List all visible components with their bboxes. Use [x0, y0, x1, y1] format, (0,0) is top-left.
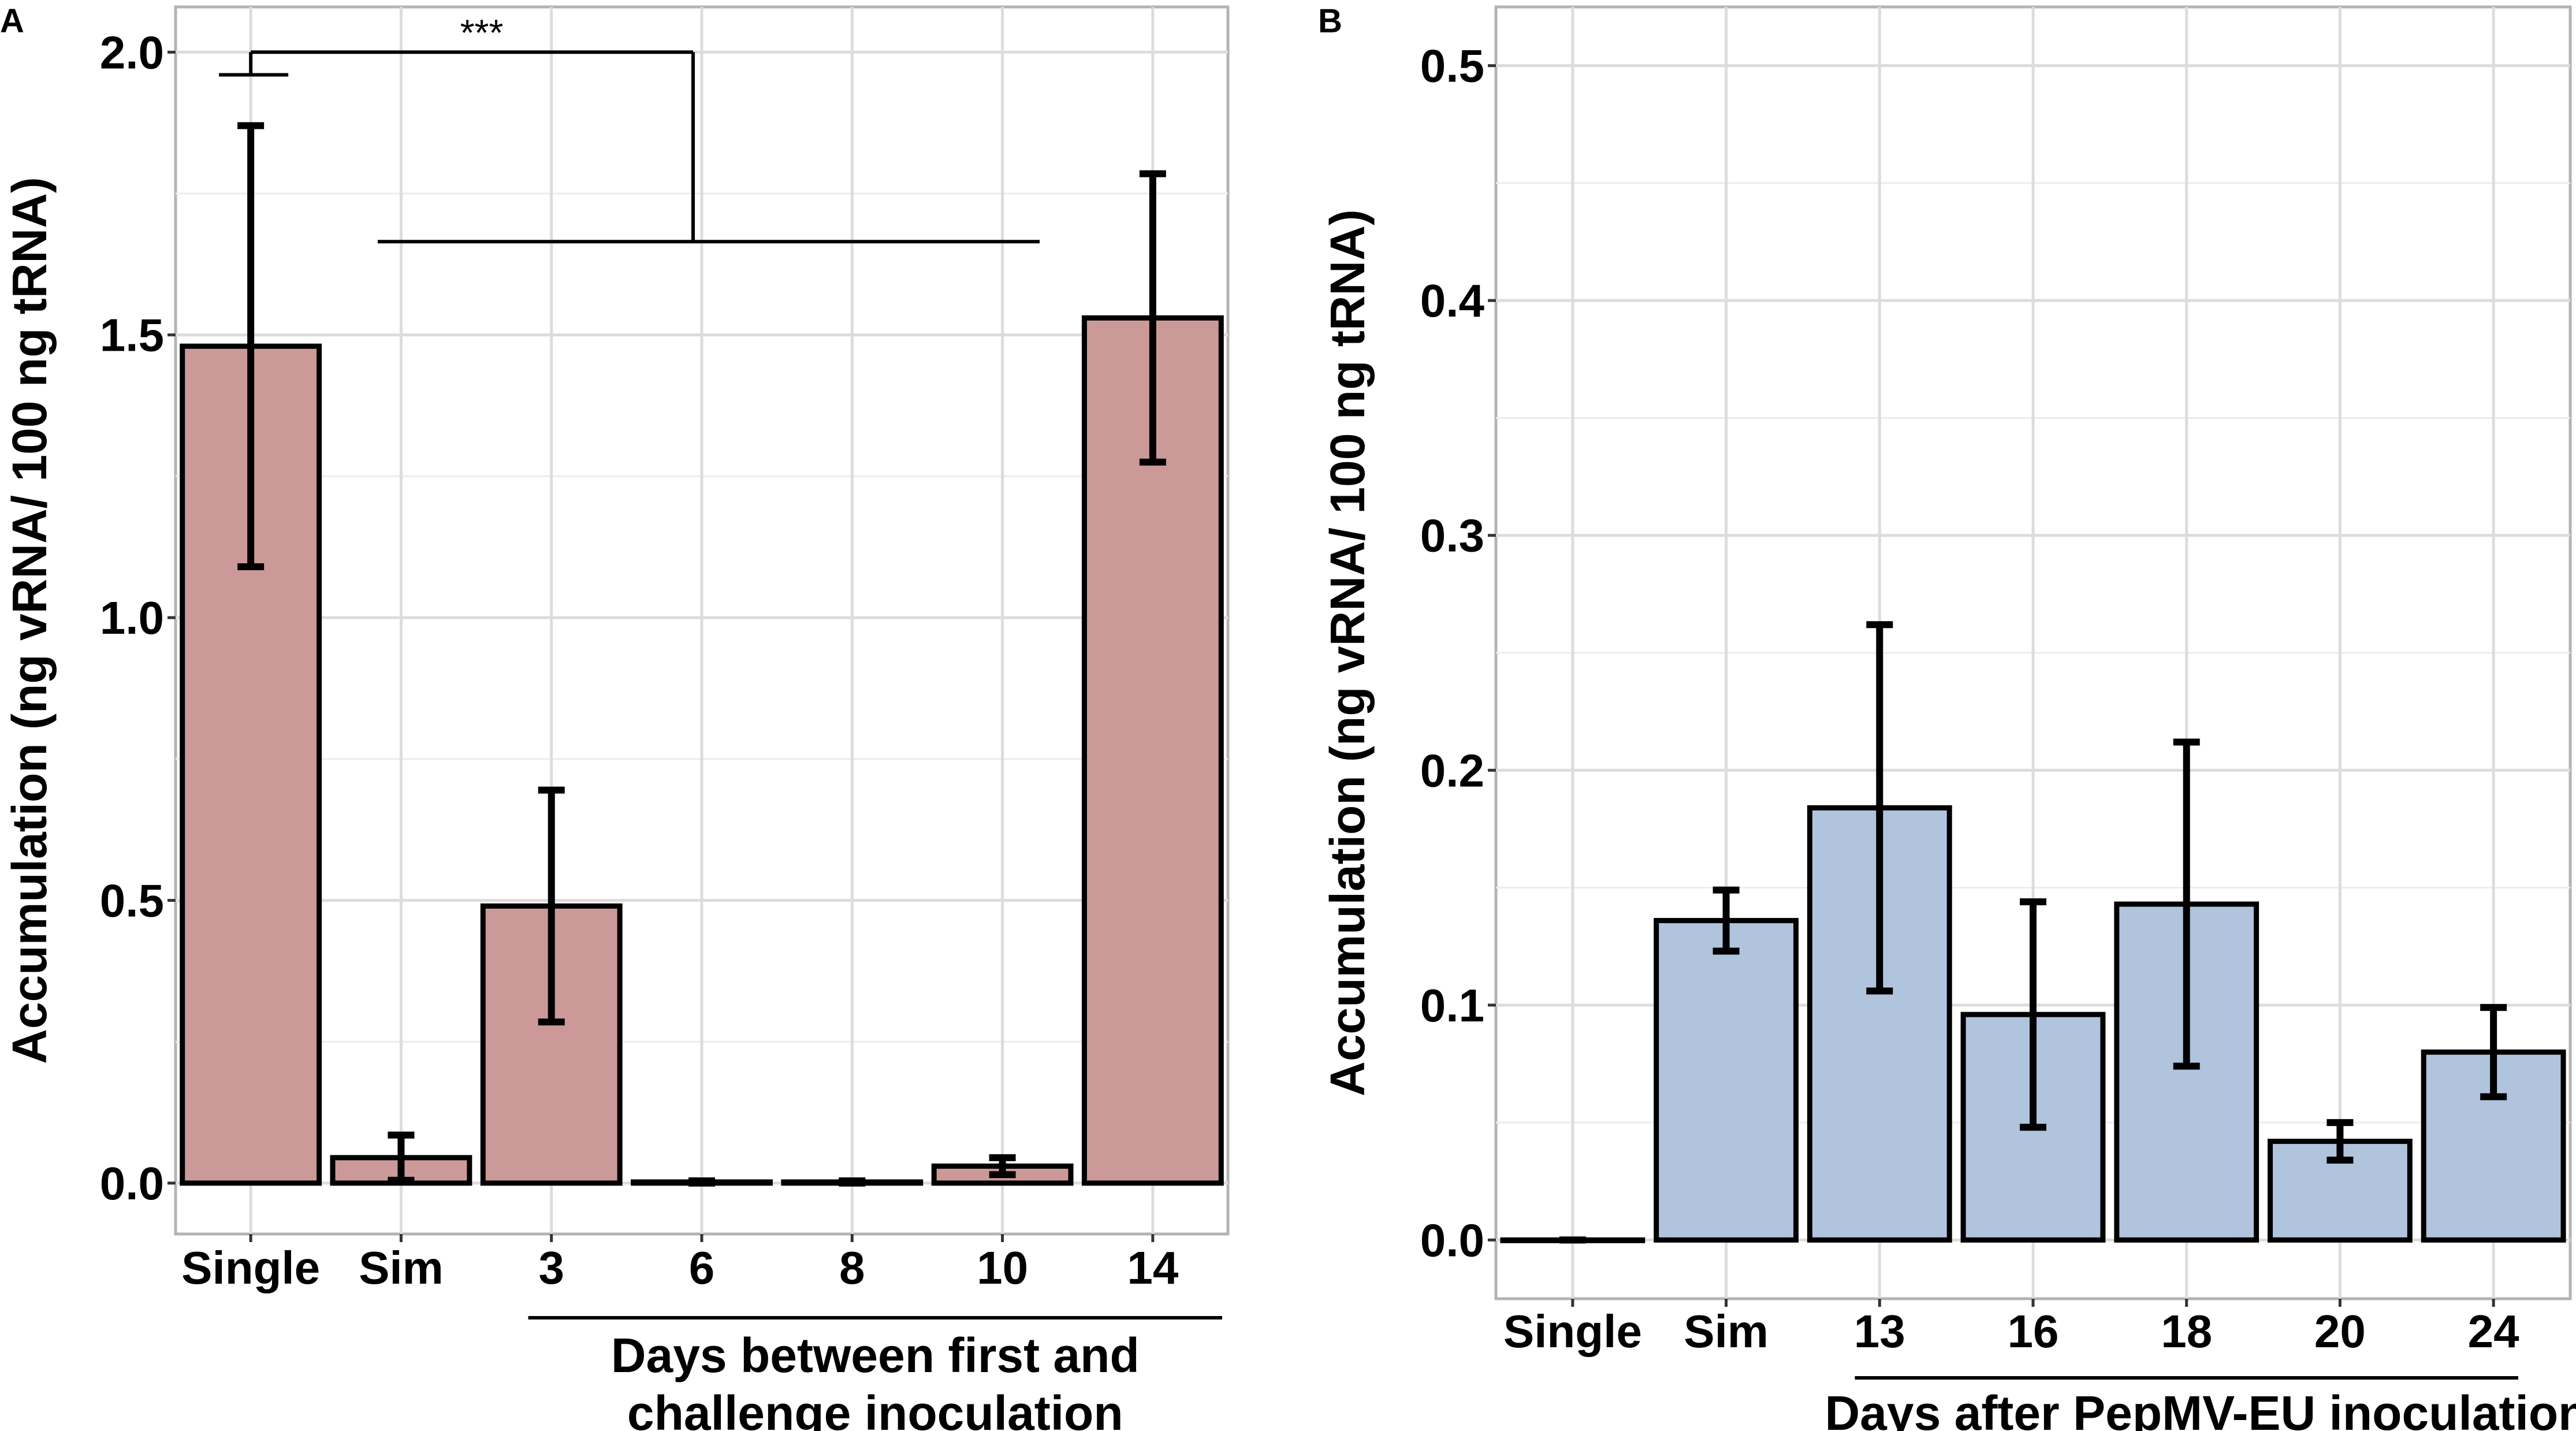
panel-letter: B: [1318, 2, 1342, 40]
y-axis-title: Accumulation (ng vRNA/ 100 ng tRNA): [2, 177, 57, 1064]
x-tick-label: 18: [2161, 1306, 2212, 1357]
x-tick-label: 8: [839, 1242, 865, 1294]
significance-label: ***: [460, 12, 504, 53]
y-tick-label: 0.4: [1420, 275, 1485, 326]
x-tick-label: Single: [181, 1242, 320, 1294]
x-tick-label: 24: [2468, 1306, 2519, 1357]
x-tick-label: 20: [2314, 1306, 2366, 1357]
x-tick-label: Sim: [1684, 1306, 1769, 1357]
y-tick-label: 0.3: [1420, 510, 1484, 562]
x-tick-label: 13: [1854, 1306, 1905, 1357]
x-tick-label: 10: [977, 1242, 1028, 1294]
x-tick-label: 6: [689, 1242, 715, 1294]
panel-b: B 0.0 0.1 0.2 0.3 0.4 0.5 Single Sim 13 16 18 20 24 Da…: [1318, 2, 2576, 1431]
panel-a: A 0.0 0.5 1.0 1.5 2.0 Single Sim 3 6 8 10 14 Days bet…: [0, 2, 1230, 1431]
x-axis-title: Days between first and: [611, 1328, 1140, 1382]
y-tick-label: 0.0: [100, 1158, 164, 1209]
y-tick-label: 0.5: [1420, 40, 1484, 92]
x-tick-label: Sim: [359, 1242, 444, 1294]
x-axis-title: Days after PepMV-EU inoculation: [1825, 1386, 2576, 1431]
y-tick-label: 2.0: [100, 27, 164, 78]
x-axis-title: challenge inoculation: [627, 1386, 1123, 1431]
x-tick-label: 3: [538, 1242, 564, 1294]
y-tick-label: 0.0: [1420, 1214, 1484, 1266]
y-tick-label: 0.1: [1420, 980, 1484, 1031]
y-tick-label: 1.5: [100, 310, 164, 361]
panel-letter: A: [0, 2, 24, 40]
x-tick-label: Single: [1503, 1306, 1642, 1357]
x-tick-label: 14: [1127, 1242, 1178, 1294]
y-axis-title: Accumulation (ng vRNA/ 100 ng tRNA): [1320, 209, 1375, 1096]
y-tick-label: 0.2: [1420, 745, 1484, 796]
x-tick-label: 16: [2008, 1306, 2059, 1357]
y-tick-label: 1.0: [100, 592, 164, 644]
bar: [1654, 917, 1799, 1243]
y-tick-label: 0.5: [100, 875, 164, 927]
